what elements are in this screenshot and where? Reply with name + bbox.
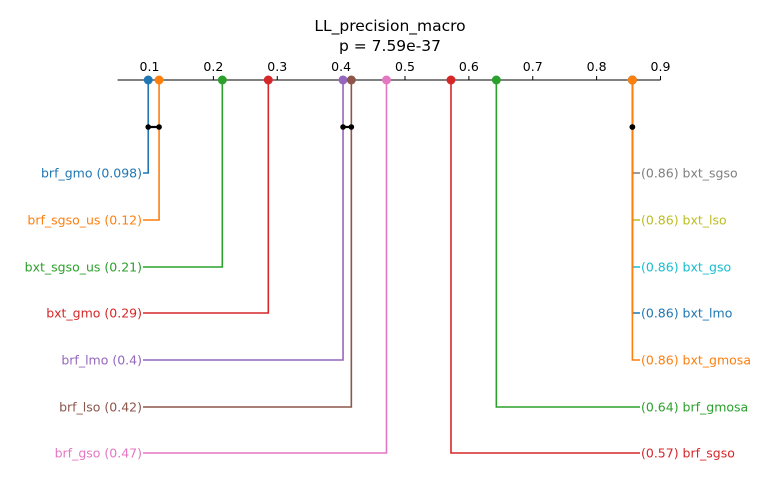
method-label-brf_lso: brf_lso (0.42) xyxy=(59,400,142,415)
method-line-bxt_sgso_us xyxy=(143,80,224,268)
rank-dots xyxy=(143,75,637,85)
group-end-dot xyxy=(629,124,636,130)
method-label-bxt_lso: (0.86) bxt_lso xyxy=(641,213,727,228)
rank-dot-bxt_sgso_us xyxy=(217,75,227,85)
method-line-brf_gmo xyxy=(143,80,150,174)
tick-label: 0.8 xyxy=(587,59,607,74)
rank-dot-bxt_gmo xyxy=(263,75,273,85)
method-label-brf_gso: brf_gso (0.47) xyxy=(55,446,142,461)
rank-dot-brf_lmo xyxy=(338,75,348,85)
group-end-dot xyxy=(145,124,152,130)
method-label-bxt_lmo: (0.86) bxt_lmo xyxy=(641,306,732,321)
method-line-brf_sgso xyxy=(450,80,640,454)
method-label-bxt_sgso_us: bxt_sgso_us (0.21) xyxy=(25,260,142,275)
method-label-brf_sgso_us: brf_sgso_us (0.12) xyxy=(27,213,142,228)
method-line-brf_sgso_us xyxy=(143,80,160,221)
method-label-bxt_gmosa: (0.86) bxt_gmosa xyxy=(641,353,751,368)
method-label-brf_gmosa: (0.64) brf_gmosa xyxy=(641,400,748,415)
rank-dot-brf_lso xyxy=(346,75,356,85)
tick-label: 0.7 xyxy=(523,59,543,74)
tick-label: 0.3 xyxy=(267,59,287,74)
method-line-brf_lso xyxy=(143,80,353,408)
tick-label: 0.4 xyxy=(331,59,351,74)
tick-label: 0.5 xyxy=(395,59,415,74)
chart-title: LL_precision_macro xyxy=(314,17,465,36)
group-end-dot xyxy=(156,124,162,130)
method-line-brf_gso xyxy=(143,80,388,454)
rank-dot-brf_gmo xyxy=(143,75,153,85)
method-line-brf_gmosa xyxy=(495,80,640,408)
method-line-bxt_lso xyxy=(631,80,640,221)
tick-label: 0.6 xyxy=(459,59,479,74)
rank-dot-brf_gso xyxy=(381,75,391,85)
method-label-bxt_gso: (0.86) bxt_gso xyxy=(641,260,731,275)
tick-label: 0.9 xyxy=(651,59,671,74)
method-label-bxt_sgso: (0.86) bxt_sgso xyxy=(641,166,738,181)
group-end-dot xyxy=(340,124,346,130)
method-line-bxt_gmo xyxy=(143,80,270,314)
rank-dot-bxt_gmosa xyxy=(627,75,637,85)
method-labels: brf_gmo (0.098) brf_sgso_us (0.12) bxt_sgs… xyxy=(25,166,751,461)
method-label-brf_lmo: brf_lmo (0.4) xyxy=(61,353,142,368)
group-bars xyxy=(145,124,636,130)
method-label-brf_sgso: (0.57) brf_sgso xyxy=(641,446,735,461)
method-label-brf_gmo: brf_gmo (0.098) xyxy=(41,166,142,181)
method-label-bxt_gmo: bxt_gmo (0.29) xyxy=(46,306,142,321)
method-line-bxt_lmo xyxy=(631,80,640,314)
method-lines xyxy=(143,80,640,454)
rank-dot-brf_sgso xyxy=(446,75,456,85)
method-line-bxt_gmosa xyxy=(631,80,640,361)
group-end-dot xyxy=(348,124,355,130)
method-line-brf_lmo xyxy=(143,80,344,361)
chart-subtitle: p = 7.59e-37 xyxy=(339,37,441,55)
tick-label: 0.1 xyxy=(140,59,160,74)
rank-dot-brf_sgso_us xyxy=(154,75,164,85)
rank-dot-brf_gmosa xyxy=(491,75,501,85)
tick-label: 0.2 xyxy=(203,59,223,74)
axis: 0.1 0.2 0.3 0.4 0.5 0.6 0.7 0.8 0.9 xyxy=(117,59,671,81)
